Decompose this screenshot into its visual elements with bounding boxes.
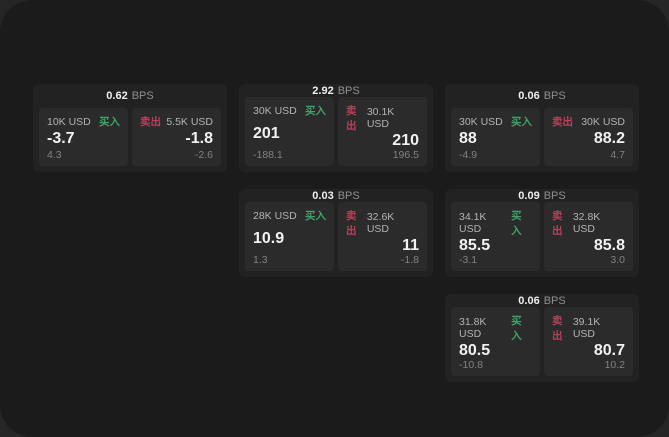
buy-panel[interactable]: 30K USD 买入 201 -188.1 (245, 97, 334, 166)
quote-card: 0.09 BPS 34.1K USD 买入 85.5 -3.1 卖出 32.8K… (445, 189, 639, 277)
card-header: 0.09 BPS (445, 189, 639, 202)
buy-panel[interactable]: 10K USD 买入 -3.7 4.3 (39, 108, 128, 166)
buy-side-label: 买入 (305, 105, 326, 117)
sell-notional: 30.1K USD (366, 106, 395, 130)
quote-card: 2.92 BPS 30K USD 买入 201 -188.1 卖出 30.1K … (239, 84, 433, 172)
sell-notional: 39.1K USD (572, 316, 601, 340)
buy-price: 85.5 (459, 237, 491, 254)
bps-unit-label: BPS (543, 294, 566, 307)
bps-unit-label: BPS (543, 90, 566, 102)
buy-price: 201 (253, 124, 280, 142)
buy-notional: 34.1K USD (459, 211, 487, 235)
sell-sub-value: -2.6 (194, 149, 213, 161)
buy-price: -3.7 (47, 130, 75, 147)
panels-row: 28K USD 买入 10.9 1.3 卖出 32.6K USD 11 -1.8 (239, 202, 433, 277)
card-header: 2.92 BPS (239, 84, 433, 97)
sell-notional: 32.6K USD (366, 211, 395, 235)
bps-unit-label: BPS (131, 90, 154, 102)
buy-sub-value: -4.9 (459, 149, 478, 161)
quote-card: 0.06 BPS 30K USD 买入 88 -4.9 卖出 30K USD (445, 84, 639, 172)
quote-card: 0.62 BPS 10K USD 买入 -3.7 4.3 卖出 5.5K USD (33, 84, 227, 172)
buy-notional: 30K USD (459, 115, 503, 128)
buy-side-label: 买入 (511, 116, 532, 128)
panels-row: 31.8K USD 买入 80.5 -10.8 卖出 39.1K USD 80.… (445, 307, 639, 382)
buy-side-label: 买入 (99, 116, 120, 128)
buy-panel[interactable]: 31.8K USD 买入 80.5 -10.8 (451, 307, 540, 376)
sell-panel[interactable]: 卖出 5.5K USD -1.8 -2.6 (132, 108, 221, 166)
panels-row: 34.1K USD 买入 85.5 -3.1 卖出 32.8K USD 85.8… (445, 202, 639, 277)
quote-cards-grid: 0.62 BPS 10K USD 买入 -3.7 4.3 卖出 5.5K USD (33, 84, 639, 382)
sell-price: 210 (392, 132, 419, 149)
sell-side-label: 卖出 (552, 315, 563, 342)
sell-side-label: 卖出 (552, 210, 563, 237)
bps-value: 0.09 (518, 189, 540, 202)
buy-sub-value: 4.3 (47, 149, 62, 161)
buy-panel[interactable]: 30K USD 买入 88 -4.9 (451, 108, 540, 166)
sell-panel[interactable]: 卖出 30.1K USD 210 196.5 (338, 97, 427, 166)
buy-panel[interactable]: 34.1K USD 买入 85.5 -3.1 (451, 202, 540, 271)
bps-unit-label: BPS (337, 189, 360, 202)
buy-sub-value: -3.1 (459, 254, 478, 266)
sell-notional: 30K USD (581, 115, 625, 128)
sell-panel[interactable]: 卖出 30K USD 88.2 4.7 (544, 108, 633, 166)
sell-sub-value: 10.2 (604, 359, 625, 371)
sell-price: -1.8 (185, 130, 213, 147)
bps-value: 0.62 (106, 90, 128, 102)
panels-row: 10K USD 买入 -3.7 4.3 卖出 5.5K USD -1.8 -2.… (33, 108, 227, 172)
buy-side-label: 买入 (511, 315, 522, 342)
bps-value: 0.06 (518, 90, 540, 102)
buy-sub-value: 1.3 (253, 254, 268, 266)
buy-notional: 10K USD (47, 115, 91, 128)
sell-sub-value: 196.5 (392, 149, 419, 161)
sell-sub-value: 4.7 (610, 149, 625, 161)
sell-price: 85.8 (593, 237, 625, 254)
quote-card: 0.06 BPS 31.8K USD 买入 80.5 -10.8 卖出 39.1… (445, 294, 639, 382)
sell-panel[interactable]: 卖出 39.1K USD 80.7 10.2 (544, 307, 633, 376)
sell-side-label: 卖出 (140, 116, 161, 128)
bps-unit-label: BPS (337, 84, 360, 97)
sell-panel[interactable]: 卖出 32.8K USD 85.8 3.0 (544, 202, 633, 271)
sell-notional: 32.8K USD (572, 211, 601, 235)
card-header: 0.03 BPS (239, 189, 433, 202)
card-header: 0.06 BPS (445, 294, 639, 307)
buy-price: 80.5 (459, 342, 491, 359)
buy-side-label: 买入 (511, 210, 522, 237)
buy-notional: 30K USD (253, 104, 297, 117)
buy-sub-value: -188.1 (253, 149, 283, 161)
sell-side-label: 卖出 (346, 105, 357, 132)
buy-sub-value: -10.8 (459, 359, 483, 371)
panels-row: 30K USD 买入 88 -4.9 卖出 30K USD 88.2 4.7 (445, 108, 639, 172)
bps-value: 0.03 (312, 189, 334, 202)
sell-price: 80.7 (593, 342, 625, 359)
buy-price: 10.9 (253, 229, 285, 247)
buy-notional: 31.8K USD (459, 316, 487, 340)
bps-unit-label: BPS (543, 189, 566, 202)
sell-notional: 5.5K USD (166, 115, 213, 128)
sell-panel[interactable]: 卖出 32.6K USD 11 -1.8 (338, 202, 427, 271)
quote-card: 0.03 BPS 28K USD 买入 10.9 1.3 卖出 32.6K US… (239, 189, 433, 277)
sell-sub-value: -1.8 (400, 254, 419, 266)
sell-side-label: 卖出 (346, 210, 357, 237)
buy-notional: 28K USD (253, 209, 297, 222)
sell-price: 11 (402, 237, 419, 254)
sell-sub-value: 3.0 (610, 254, 625, 266)
buy-price: 88 (459, 130, 477, 147)
card-header: 0.06 BPS (445, 84, 639, 108)
bps-value: 2.92 (312, 84, 334, 97)
buy-panel[interactable]: 28K USD 买入 10.9 1.3 (245, 202, 334, 271)
sell-side-label: 卖出 (552, 116, 573, 128)
bps-value: 0.06 (518, 294, 540, 307)
sell-price: 88.2 (593, 130, 625, 147)
panels-row: 30K USD 买入 201 -188.1 卖出 30.1K USD 210 1… (239, 97, 433, 172)
buy-side-label: 买入 (305, 210, 326, 222)
card-header: 0.62 BPS (33, 84, 227, 108)
